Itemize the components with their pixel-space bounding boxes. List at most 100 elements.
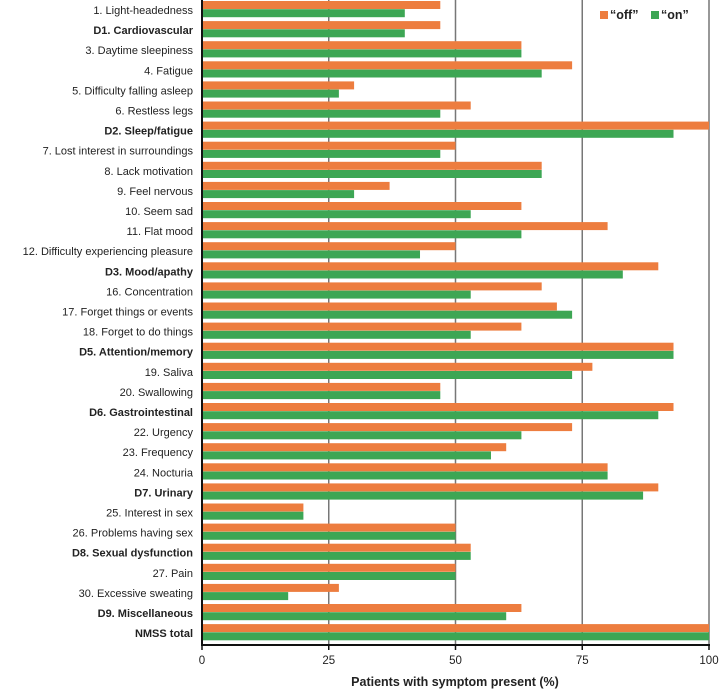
category-label: 8. Lack motivation [104, 166, 193, 178]
bar-off [202, 503, 304, 512]
bar-on [202, 270, 623, 279]
legend: “off” “on” [600, 8, 689, 22]
bar-off [202, 443, 507, 452]
bar-off [202, 121, 709, 130]
bar-on [202, 69, 542, 78]
category-label: 7. Lost interest in surroundings [43, 146, 194, 158]
bar-on [202, 310, 573, 319]
bar-on [202, 431, 522, 440]
bar-off [202, 81, 355, 90]
bar-off [202, 302, 557, 311]
x-tick-label: 75 [576, 655, 589, 667]
category-label: 11. Flat mood [127, 226, 193, 238]
category-label: D5. Attention/memory [79, 347, 194, 359]
bar-off [202, 101, 471, 110]
category-label: 4. Fatigue [144, 65, 193, 77]
bar-off [202, 41, 522, 50]
category-label: 27. Pain [153, 568, 193, 580]
bar-on [202, 491, 644, 500]
category-label: 5. Difficulty falling asleep [72, 85, 193, 97]
bar-on [202, 632, 709, 641]
bar-off [202, 21, 441, 30]
category-label: 22. Urgency [134, 427, 194, 439]
bar-on [202, 170, 542, 178]
category-label: 17. Forget things or events [62, 307, 193, 319]
bar-on [202, 551, 471, 560]
category-label: 25. Interest in sex [106, 508, 193, 520]
bar-on [202, 210, 471, 219]
bar-off [202, 141, 456, 150]
bar-off [202, 563, 456, 572]
bar-on [202, 290, 471, 299]
bar-on [202, 531, 456, 540]
bar-off [202, 403, 674, 411]
category-label: 20. Swallowing [120, 387, 193, 399]
bar-on [202, 129, 674, 138]
bar-off [202, 61, 573, 70]
bar-off [202, 523, 456, 532]
bars [202, 1, 709, 641]
legend-label-off: “off” [610, 8, 638, 22]
bar-off [202, 322, 522, 331]
bar-off [202, 161, 542, 170]
legend-label-on: “on” [661, 8, 689, 22]
bar-off [202, 382, 441, 391]
bar-off [202, 222, 608, 231]
bar-off [202, 202, 522, 210]
bar-off [202, 483, 659, 492]
bar-on [202, 350, 674, 359]
category-label: D3. Mood/apathy [105, 266, 194, 278]
category-labels: 1. Light-headedness D1. Cardiovascular 3. … [23, 5, 194, 640]
category-label: 16. Concentration [106, 286, 193, 298]
category-label: 6. Restless legs [115, 106, 193, 118]
bar-off [202, 1, 441, 9]
bar-on [202, 612, 507, 621]
category-label: D9. Miscellaneous [98, 608, 193, 620]
bar-on [202, 230, 522, 239]
bar-on [202, 451, 491, 460]
x-tick-label: 100 [699, 655, 718, 667]
category-label: 1. Light-headedness [93, 5, 193, 17]
category-label: 12. Difficulty experiencing pleasure [23, 246, 193, 258]
bar-off [202, 624, 709, 633]
category-label: D2. Sleep/fatigue [104, 126, 193, 138]
x-tick-label: 50 [449, 655, 462, 667]
bar-on [202, 330, 471, 339]
bar-on [202, 9, 405, 18]
category-label: 30. Excessive sweating [79, 588, 193, 600]
category-label: 23. Frequency [123, 447, 194, 459]
bar-off [202, 423, 573, 432]
category-label: 24. Nocturia [134, 467, 194, 479]
bar-on [202, 592, 289, 601]
bar-off [202, 181, 390, 190]
bar-off [202, 604, 522, 612]
legend-swatch-off [600, 11, 608, 19]
x-tick-labels: 0 25 50 75 100 [199, 645, 719, 667]
bar-on [202, 572, 456, 580]
category-label: 10. Seem sad [125, 206, 193, 218]
bar-on [202, 471, 608, 480]
bar-off [202, 282, 542, 291]
category-label: D8. Sexual dysfunction [72, 548, 193, 560]
bar-on [202, 511, 304, 520]
bar-on [202, 411, 659, 420]
category-label: 9. Feel nervous [117, 186, 193, 198]
category-label: NMSS total [135, 628, 193, 640]
bar-off [202, 543, 471, 552]
bar-off [202, 463, 608, 472]
bar-off [202, 342, 674, 351]
x-tick-label: 25 [322, 655, 335, 667]
bar-on [202, 109, 441, 118]
category-label: 18. Forget to do things [83, 327, 194, 339]
category-label: 3. Daytime sleepiness [85, 45, 193, 57]
x-tick-label: 0 [199, 655, 205, 667]
category-label: 26. Problems having sex [73, 528, 194, 540]
legend-swatch-on [651, 11, 659, 19]
bar-on [202, 149, 441, 158]
category-label: D7. Urinary [134, 487, 194, 499]
bar-on [202, 391, 441, 400]
bar-off [202, 262, 659, 271]
bar-off [202, 242, 456, 251]
bar-on [202, 250, 421, 259]
